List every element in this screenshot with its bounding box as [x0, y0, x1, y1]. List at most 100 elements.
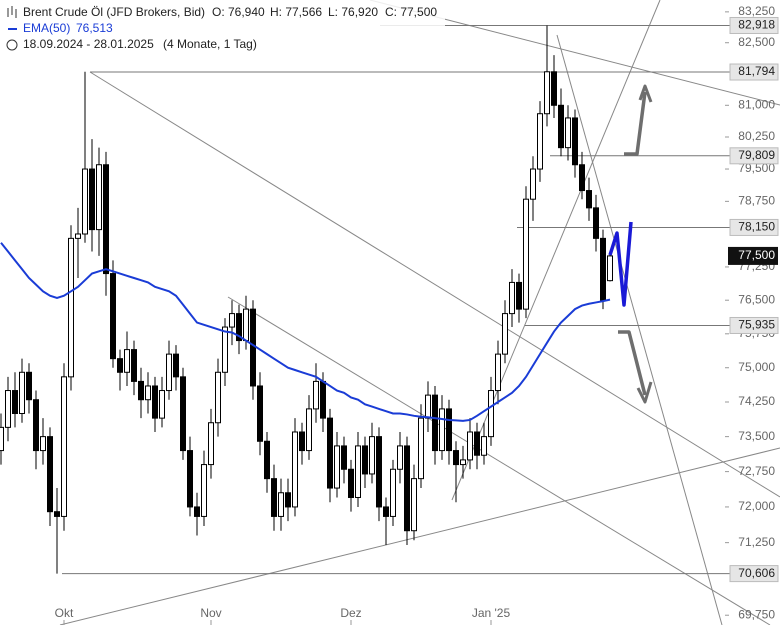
candle-body — [243, 308, 249, 342]
y-tick-label: 74,250 — [738, 394, 775, 408]
x-tick-label: Okt — [55, 606, 74, 620]
level-label: 81,794 — [738, 64, 775, 78]
candle-body — [40, 436, 46, 452]
projection-down — [618, 330, 647, 396]
candle-body — [75, 233, 81, 239]
candle-body — [565, 117, 571, 149]
x-tick-label: Jan '25 — [472, 606, 511, 620]
projection-arrows — [608, 84, 653, 404]
level-label: 75,935 — [738, 318, 775, 332]
candle-body — [215, 371, 221, 424]
candle-body — [159, 390, 165, 419]
candle-body — [236, 313, 242, 342]
candle-body — [264, 440, 270, 480]
candle-body — [607, 255, 613, 282]
y-tick-label: 73,500 — [738, 429, 775, 443]
level-label-box — [729, 316, 779, 334]
candle-body — [82, 168, 88, 235]
candle-body — [411, 478, 417, 532]
candle-body — [390, 468, 396, 517]
candle-body — [404, 445, 410, 532]
candle-body — [124, 349, 130, 373]
ema-line — [0, 242, 611, 422]
legend-ema: EMA(50) — [23, 21, 70, 35]
chart-icon — [7, 6, 17, 18]
level-label: 70,606 — [738, 566, 775, 580]
y-tick-label: 82,500 — [738, 35, 775, 49]
candle-body — [180, 376, 186, 452]
candle-body — [96, 164, 102, 231]
clock-icon — [6, 39, 18, 51]
candle-body — [600, 237, 606, 301]
candle-body — [54, 511, 60, 517]
y-tick-label: 71,250 — [738, 535, 775, 549]
candle-body — [558, 104, 564, 149]
ohlc-high: H: 77,566 — [270, 5, 322, 19]
candle-body — [579, 164, 585, 192]
x-tick-label: Nov — [200, 606, 221, 620]
candle-body — [89, 168, 95, 231]
y-tick-label: 81,000 — [738, 97, 775, 111]
date-range: 18.09.2024 - 28.01.2025 — [23, 37, 154, 51]
candle-body — [495, 353, 501, 392]
candle-body — [481, 436, 487, 456]
candle-body — [229, 313, 235, 328]
level-label-box — [729, 565, 779, 583]
candle-body — [502, 313, 508, 355]
y-tick-label: 75,000 — [738, 360, 775, 374]
candle-body — [516, 281, 522, 310]
level-label-box — [729, 218, 779, 236]
candle-body — [131, 349, 137, 382]
candle-body — [586, 190, 592, 209]
candle-body — [68, 237, 74, 378]
candle-body — [166, 353, 172, 392]
candle-body — [285, 492, 291, 508]
candle-body — [593, 207, 599, 239]
candle-body — [551, 71, 557, 106]
arrow-head — [636, 381, 653, 404]
candle-body — [530, 168, 536, 200]
candle-body — [313, 380, 319, 410]
candle-body — [271, 478, 277, 517]
ohlc-low: L: 76,920 — [328, 5, 378, 19]
candle-body — [467, 431, 473, 461]
candle-body — [418, 417, 424, 480]
ohlc-open: O: 76,940 — [212, 5, 265, 19]
candle-body — [439, 408, 445, 452]
candle-body — [103, 164, 109, 275]
candle-body — [194, 506, 200, 517]
candle-body — [327, 417, 333, 489]
candle-body — [187, 450, 193, 508]
candle-body — [152, 385, 158, 419]
y-tick-label: 76,500 — [738, 292, 775, 306]
candle-body — [33, 399, 39, 452]
candle-body — [278, 492, 284, 517]
candle-body — [348, 468, 354, 498]
candle-body — [145, 385, 151, 401]
trend-line — [556, 34, 723, 625]
candle-body — [61, 376, 67, 517]
candle-body — [19, 371, 25, 415]
candle-body — [446, 408, 452, 452]
candle-body — [383, 506, 389, 517]
candle-body — [488, 390, 494, 438]
candle-body — [376, 436, 382, 508]
candle-body — [173, 353, 179, 378]
y-tick-label: 79,500 — [738, 161, 775, 175]
price-axis: 83,25082,50081,00080,25079,50078,75077,2… — [55, 4, 779, 625]
candle-body — [138, 380, 144, 401]
candle-body — [425, 394, 431, 419]
projection-zigzag — [608, 221, 633, 307]
trend-line — [451, 0, 661, 501]
trend-line — [59, 447, 780, 625]
candle-body — [460, 459, 466, 466]
candle-body — [432, 394, 438, 452]
title: Brent Crude Öl (JFD Brokers, Bid) — [23, 5, 205, 19]
candle-body — [572, 117, 578, 166]
candle-body — [117, 358, 123, 373]
candle-body — [397, 445, 403, 470]
trend-lines — [59, 0, 780, 625]
candle-body — [523, 198, 529, 310]
level-label-box — [729, 16, 779, 34]
candle-body — [509, 281, 515, 315]
